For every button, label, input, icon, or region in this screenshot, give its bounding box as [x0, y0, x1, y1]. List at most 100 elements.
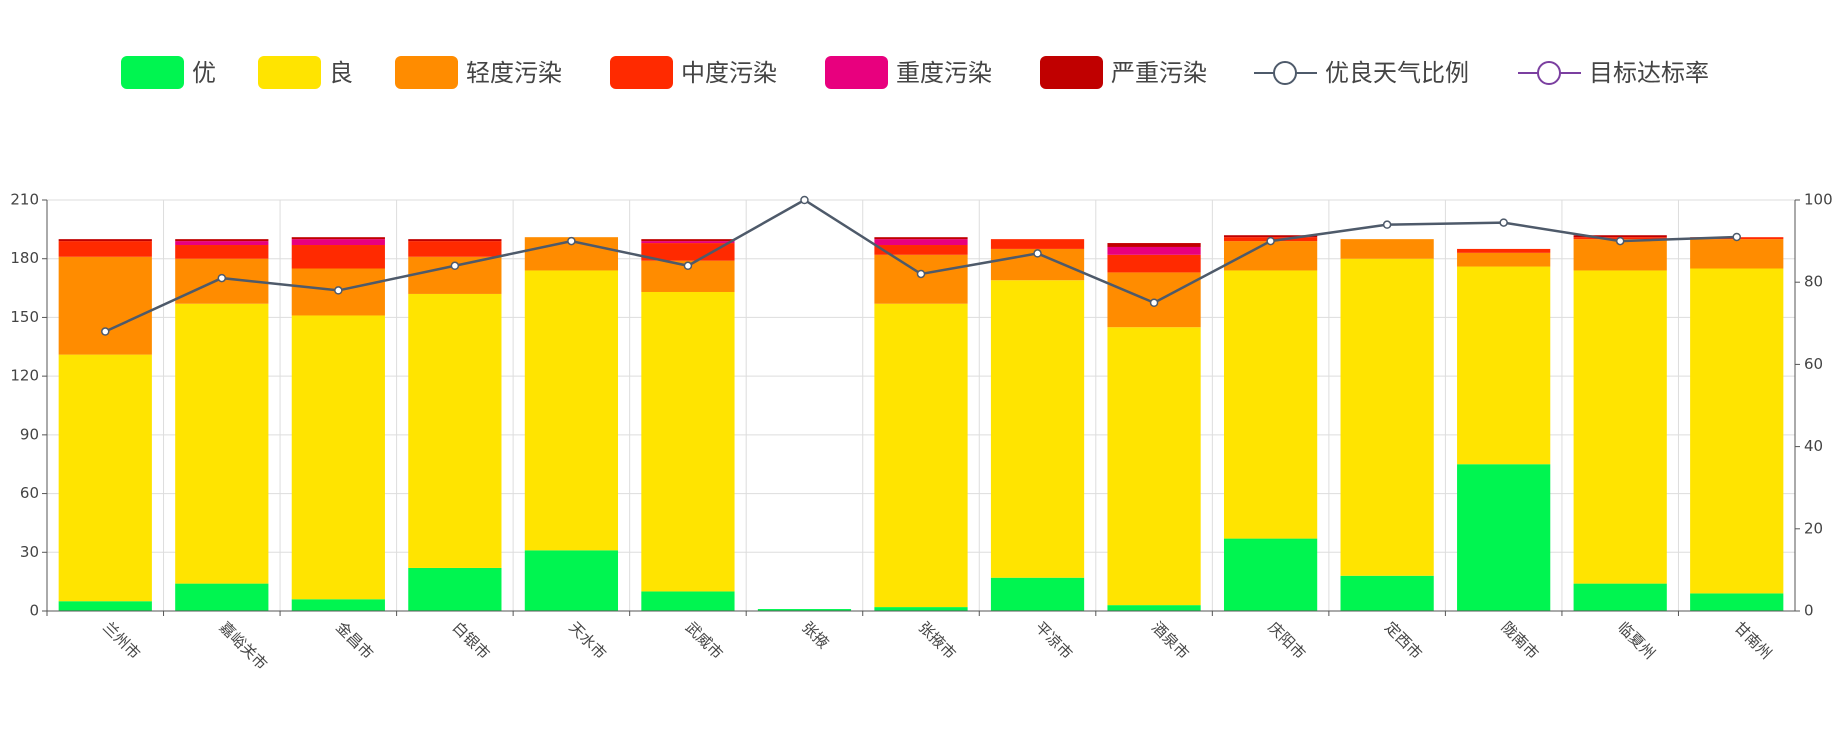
bar-segment	[58, 256, 152, 355]
bar-segment	[874, 239, 968, 246]
y2-tick-label: 20	[1804, 519, 1823, 537]
bar-segment	[990, 577, 1085, 611]
line-point	[683, 261, 693, 271]
bar-segment	[641, 291, 735, 592]
legend-swatch	[121, 56, 184, 89]
y-tick-label: 0	[29, 602, 39, 620]
y2-tick-label: 40	[1804, 437, 1823, 455]
x-tick-label: 庆阳市	[1265, 618, 1310, 663]
x-tick-label: 酒泉市	[1148, 618, 1193, 663]
line-point	[217, 273, 227, 283]
legend-label: 优	[192, 59, 216, 87]
x-tick-label: 定西市	[1381, 618, 1426, 663]
bar-segment	[874, 607, 968, 611]
bar-segment	[1457, 248, 1551, 253]
y2-tick-label: 80	[1804, 273, 1823, 291]
x-tick-label: 武威市	[682, 618, 727, 663]
bar-segment	[641, 591, 735, 611]
y-tick-label: 180	[10, 249, 39, 267]
x-tick-label: 平凉市	[1032, 618, 1077, 663]
legend-swatch	[1040, 56, 1103, 89]
bar-segment	[1223, 241, 1318, 271]
x-tick-label: 白银市	[449, 618, 494, 663]
line-point	[1499, 218, 1508, 227]
x-tick-label: 张掖市	[915, 618, 960, 663]
legend-label: 目标达标率	[1589, 59, 1709, 87]
bar-segment	[408, 239, 502, 242]
bar-segment	[641, 239, 735, 242]
x-tick-label: 临夏州	[1614, 618, 1659, 663]
x-tick-label: 陇南市	[1498, 618, 1543, 663]
bar-segment	[1457, 266, 1551, 465]
bar-segment	[58, 241, 152, 257]
legend-label: 中度污染	[681, 59, 777, 87]
y2-tick-label: 100	[1804, 191, 1833, 209]
bar-segment	[58, 601, 152, 611]
bar-segment	[175, 239, 269, 242]
bar-segment	[757, 609, 852, 611]
line-point	[1266, 236, 1275, 246]
bar-segment	[1573, 235, 1667, 238]
bar-segment	[1223, 538, 1318, 611]
legend-marker	[1537, 61, 1561, 85]
bar-segment	[1107, 243, 1201, 247]
bar-segment	[524, 550, 619, 611]
bar-segment	[1107, 246, 1201, 255]
bar-segment	[291, 239, 385, 246]
bar-segment	[874, 237, 968, 240]
bar-segment	[874, 254, 968, 304]
bar-segment	[175, 583, 269, 611]
bar-segment	[408, 567, 502, 611]
bar-segment	[1573, 583, 1667, 611]
bar-segment	[1340, 258, 1434, 576]
bar-segment	[524, 270, 619, 551]
legend-label: 良	[329, 59, 353, 87]
legend-label: 严重污染	[1111, 59, 1207, 87]
legend-label: 轻度污染	[466, 59, 562, 87]
line-point	[334, 286, 343, 295]
y-tick-label: 90	[20, 425, 39, 443]
line-point	[450, 261, 460, 271]
x-tick-label: 嘉峪关市	[216, 618, 271, 673]
x-tick-label: 天水市	[565, 618, 610, 663]
legend-marker	[1273, 61, 1297, 85]
bar-segment	[1690, 239, 1784, 269]
y-tick-label: 210	[10, 191, 39, 209]
bar-segment	[175, 241, 269, 246]
bar-segment	[1223, 270, 1318, 539]
bar-segment	[1690, 593, 1784, 611]
legend: 优 良 轻度污染 中度污染 重度污染 严重污染 优良天气比例 目标达标率	[121, 56, 1709, 89]
bar-segment	[874, 245, 968, 255]
y2-tick-label: 0	[1804, 602, 1814, 620]
bar-segment	[1457, 252, 1551, 267]
bar-segment	[58, 239, 152, 242]
legend-label: 重度污染	[896, 59, 992, 87]
bar-segment	[408, 241, 502, 257]
line-point	[101, 327, 110, 336]
legend-swatch	[258, 56, 321, 89]
bar-segment	[1340, 239, 1434, 259]
bar-segment	[291, 237, 385, 240]
line-point	[1382, 220, 1392, 229]
bar-segment	[641, 243, 735, 261]
legend-swatch	[610, 56, 673, 89]
bar-segment	[291, 599, 385, 611]
y-tick-label: 150	[10, 308, 39, 326]
line-point	[567, 236, 576, 246]
bar-segment	[58, 354, 152, 602]
y-tick-label: 30	[20, 543, 39, 561]
bar-segment	[874, 303, 968, 608]
x-tick-label: 甘南州	[1731, 618, 1776, 663]
line-point	[1033, 249, 1042, 258]
bar-segment	[1573, 270, 1667, 584]
bar-segment	[175, 245, 269, 259]
x-tick-label: 金昌市	[332, 618, 377, 663]
line-point	[800, 195, 809, 205]
bar-segment	[291, 245, 385, 269]
x-tick-label: 兰州市	[99, 618, 144, 663]
line-point	[1732, 232, 1741, 242]
bar-segment	[1457, 464, 1551, 611]
bar-segment	[291, 315, 385, 600]
bar-segment	[1107, 254, 1201, 273]
